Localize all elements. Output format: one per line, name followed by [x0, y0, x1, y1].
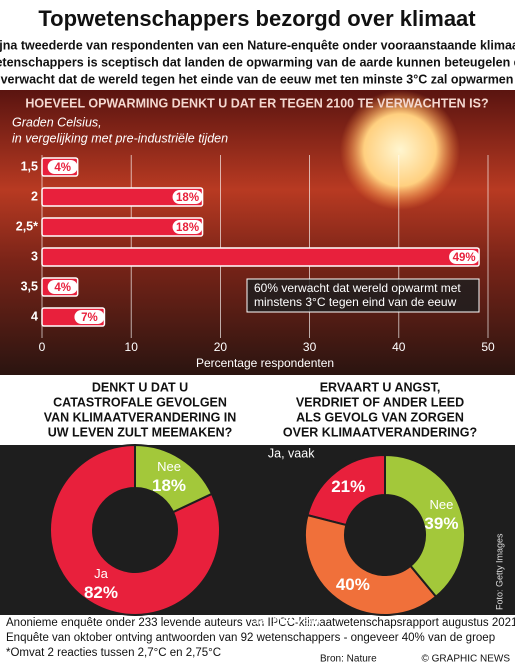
- chart-subtitle: Graden Celsius,: [12, 115, 102, 129]
- value-label-box: [74, 310, 105, 324]
- donut-question: OVER KLIMAATVERANDERING?: [283, 425, 477, 439]
- value-label: 4%: [54, 282, 71, 294]
- x-axis-label: Percentage respondenten: [196, 356, 334, 370]
- donut-segment: [304, 513, 438, 616]
- value-label: 40%: [336, 575, 370, 594]
- value-label: 21%: [331, 477, 365, 496]
- x-tick-label: 40: [392, 340, 406, 354]
- value-label-box: [449, 250, 480, 264]
- x-tick-label: 0: [39, 340, 46, 354]
- value-label: 39%: [424, 514, 458, 533]
- donut-question: ERVAART U ANGST,: [320, 380, 441, 394]
- donut-question: CATASTROFALE GEVOLGEN: [53, 395, 227, 409]
- bar: [41, 247, 480, 267]
- donut-segment: [49, 443, 221, 616]
- category-label: Ja, niet vaak: [252, 613, 323, 627]
- donut-question: UW LEVEN ZULT MEEMAKEN?: [48, 425, 232, 439]
- sun: [340, 90, 460, 210]
- value-label: 18%: [152, 476, 186, 495]
- value-label: 7%: [81, 312, 98, 324]
- annotation: minstens 3°C tegen eind van de eeuw: [254, 295, 457, 309]
- y-tick-label: 3,5: [21, 279, 38, 293]
- value-label: 82%: [84, 583, 118, 602]
- y-tick-label: 1,5: [21, 159, 38, 173]
- value-label: 18%: [176, 192, 199, 204]
- value-label: 49%: [453, 252, 476, 264]
- subtitle: Bijna tweederde van respondenten van een…: [0, 38, 515, 52]
- footnote: Anonieme enquête onder 233 levende auteu…: [6, 617, 515, 629]
- category-label: Ja, vaak: [268, 447, 315, 461]
- y-tick-label: 2: [31, 189, 38, 203]
- donut-question: VERDRIET OF ANDER LEED: [296, 395, 464, 409]
- value-label-box: [172, 220, 203, 234]
- value-label-box: [47, 160, 78, 174]
- donut-segment: [134, 443, 214, 514]
- chart-title: HOEVEEL OPWARMING DENKT U DAT ER TEGEN 2…: [25, 96, 488, 110]
- value-label: 18%: [176, 222, 199, 234]
- x-tick-label: 30: [303, 340, 317, 354]
- category-label: Nee: [157, 459, 181, 474]
- value-label-box: [47, 280, 78, 294]
- subtitle: verwacht dat de wereld tegen het einde v…: [1, 72, 514, 86]
- donut-question: DENKT U DAT U: [92, 380, 188, 394]
- footnote: *Omvat 2 reacties tussen 2,7°C en 2,75°C: [6, 647, 221, 659]
- value-label: 4%: [54, 162, 71, 174]
- credit: © GRAPHIC NEWS: [422, 654, 511, 665]
- category-label: Nee: [430, 497, 454, 512]
- footnote: Enquête van oktober ontving antwoorden v…: [6, 632, 495, 644]
- subtitle: wetenschappers is sceptisch dat landen d…: [0, 55, 515, 69]
- donut-question: VAN KLIMAATVERANDERING IN: [44, 410, 237, 424]
- x-tick-label: 50: [481, 340, 495, 354]
- title: Topwetenschappers bezorgd over klimaat: [38, 6, 476, 31]
- x-tick-label: 10: [125, 340, 139, 354]
- x-tick-label: 20: [214, 340, 228, 354]
- annotation: 60% verwacht dat wereld opwarmt met: [254, 281, 461, 295]
- annotation-box: [246, 278, 480, 313]
- category-label: Ja: [94, 566, 109, 581]
- y-tick-label: 4: [31, 309, 38, 323]
- y-tick-label: 3: [31, 249, 38, 263]
- donut-question: ALS GEVOLG VAN ZORGEN: [296, 410, 464, 424]
- chart-subtitle: in vergelijking met pre-industriële tijd…: [12, 131, 228, 145]
- photo-credit: Foto: Getty Images: [494, 533, 504, 610]
- y-tick-label: 2,5*: [16, 219, 38, 233]
- value-label-box: [172, 190, 203, 204]
- donut-segment: [384, 453, 466, 599]
- source: Bron: Nature: [320, 654, 377, 665]
